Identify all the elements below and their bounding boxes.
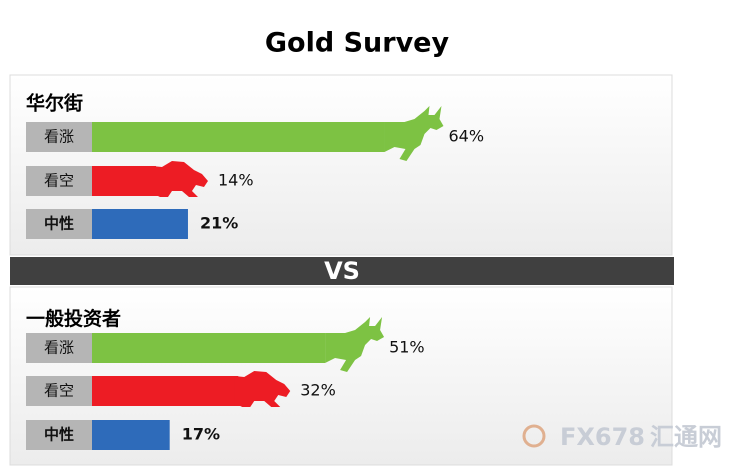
bear-icon bbox=[151, 161, 208, 197]
divider-bar bbox=[10, 257, 674, 285]
category-box bbox=[26, 209, 92, 239]
category-box bbox=[26, 166, 92, 196]
value-label: 21% bbox=[200, 214, 238, 233]
value-label: 51% bbox=[389, 338, 425, 357]
category-box bbox=[26, 376, 92, 406]
watermark-name: 汇通网 bbox=[650, 423, 722, 451]
bear-icon bbox=[234, 371, 291, 407]
bull-icon bbox=[325, 317, 385, 372]
value-label: 14% bbox=[218, 171, 254, 190]
category-label: 看涨 bbox=[44, 128, 74, 146]
panel-title: 一般投资者 bbox=[26, 307, 121, 330]
value-label: 32% bbox=[300, 381, 336, 400]
category-box bbox=[26, 420, 92, 450]
bar bbox=[92, 376, 239, 406]
divider-text: VS bbox=[324, 257, 360, 285]
category-label: 中性 bbox=[44, 426, 74, 444]
bar bbox=[92, 209, 188, 239]
bar bbox=[92, 166, 156, 196]
watermark: FX678 汇通网 bbox=[522, 423, 722, 451]
bar bbox=[92, 420, 170, 450]
category-label: 看空 bbox=[44, 172, 74, 190]
bull-icon bbox=[384, 106, 444, 161]
watermark-icon bbox=[522, 424, 546, 448]
category-label: 中性 bbox=[44, 215, 74, 233]
category-box bbox=[26, 122, 92, 152]
category-label: 看涨 bbox=[44, 339, 74, 357]
panel-title: 华尔街 bbox=[26, 92, 83, 115]
value-label: 64% bbox=[448, 127, 484, 146]
watermark-brand: FX678 bbox=[560, 423, 645, 451]
category-box bbox=[26, 333, 92, 363]
bar bbox=[92, 122, 385, 152]
category-label: 看空 bbox=[44, 382, 74, 400]
page-title: Gold Survey bbox=[265, 28, 450, 59]
bar bbox=[92, 333, 326, 363]
value-label: 17% bbox=[182, 425, 220, 444]
